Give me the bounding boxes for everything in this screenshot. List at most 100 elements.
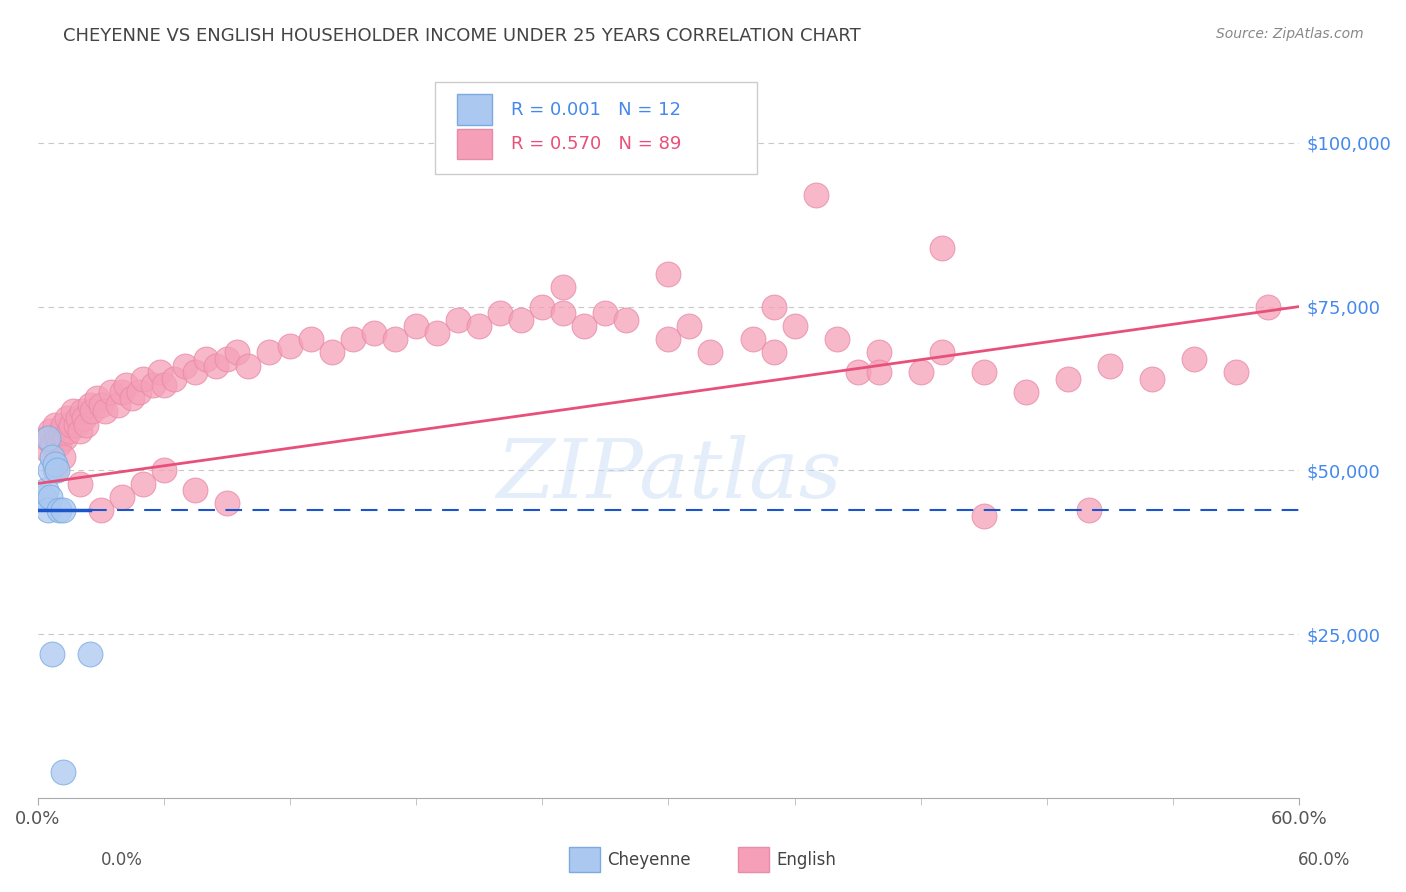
Point [595,306,617,320]
Point [79,647,101,661]
Point [321,345,343,359]
Point [65,417,87,432]
Point [52,502,75,516]
Point [66,411,89,425]
Point [153,463,176,477]
Point [553,306,575,320]
Point [184,365,207,379]
Text: CHEYENNE VS ENGLISH HOUSEHOLDER INCOME UNDER 25 YEARS CORRELATION CHART: CHEYENNE VS ENGLISH HOUSEHOLDER INCOME U… [63,27,860,45]
Point [52,417,75,432]
Point [37,443,59,458]
Point [37,502,59,516]
Point [111,384,134,399]
Point [35,483,58,497]
Point [574,319,596,334]
Point [128,384,150,399]
Point [678,319,700,334]
Point [215,351,238,366]
Point [910,365,932,379]
Point [657,267,679,281]
Point [115,378,138,392]
Point [531,300,554,314]
Text: 60.0%: 60.0% [1298,851,1350,869]
Point [94,404,117,418]
Point [132,372,155,386]
Text: R = 0.570   N = 89: R = 0.570 N = 89 [510,135,681,153]
Point [52,450,75,465]
Point [257,345,280,359]
Point [868,345,890,359]
Point [52,764,75,779]
Point [53,431,76,445]
Text: English: English [776,851,837,869]
Text: Source: ZipAtlas.com: Source: ZipAtlas.com [1216,27,1364,41]
Point [73,411,96,425]
Point [79,398,101,412]
Point [48,502,70,516]
Point [205,359,228,373]
Point [45,431,67,445]
Point [825,332,848,346]
Point [616,312,638,326]
Point [1225,365,1247,379]
Point [236,359,259,373]
Point [90,502,112,516]
Point [405,319,427,334]
Point [510,312,533,326]
Point [194,351,217,366]
Point [58,424,80,438]
FancyBboxPatch shape [457,128,492,160]
Point [762,300,785,314]
Point [32,490,55,504]
Point [184,483,207,497]
Point [931,345,953,359]
Point [60,417,83,432]
Point [132,476,155,491]
Point [82,404,104,418]
Point [44,457,66,471]
Point [70,404,93,418]
Point [489,306,512,320]
Point [39,490,62,504]
Point [48,437,70,451]
Point [868,365,890,379]
Point [49,424,72,438]
Point [163,372,186,386]
Point [931,241,953,255]
Point [553,280,575,294]
Point [762,345,785,359]
Point [75,417,97,432]
Point [1077,502,1099,516]
Text: Cheyenne: Cheyenne [607,851,690,869]
Point [426,326,449,340]
Point [69,424,91,438]
Point [468,319,491,334]
Point [1257,300,1279,314]
Point [1057,372,1080,386]
Point [699,345,721,359]
Point [342,332,364,346]
Point [90,398,112,412]
Point [226,345,249,359]
Point [1015,384,1038,399]
Point [39,424,62,438]
Point [846,365,869,379]
Point [69,476,91,491]
Point [44,463,66,477]
Point [121,392,143,406]
Point [56,411,79,425]
Point [107,398,129,412]
Point [111,490,134,504]
Point [447,312,470,326]
FancyBboxPatch shape [457,95,492,125]
Point [1098,359,1121,373]
Point [973,509,995,524]
Point [39,463,62,477]
Point [804,188,827,202]
Point [149,365,172,379]
Point [37,431,59,445]
Point [215,496,238,510]
Point [86,392,108,406]
Point [100,384,122,399]
Point [299,332,322,346]
